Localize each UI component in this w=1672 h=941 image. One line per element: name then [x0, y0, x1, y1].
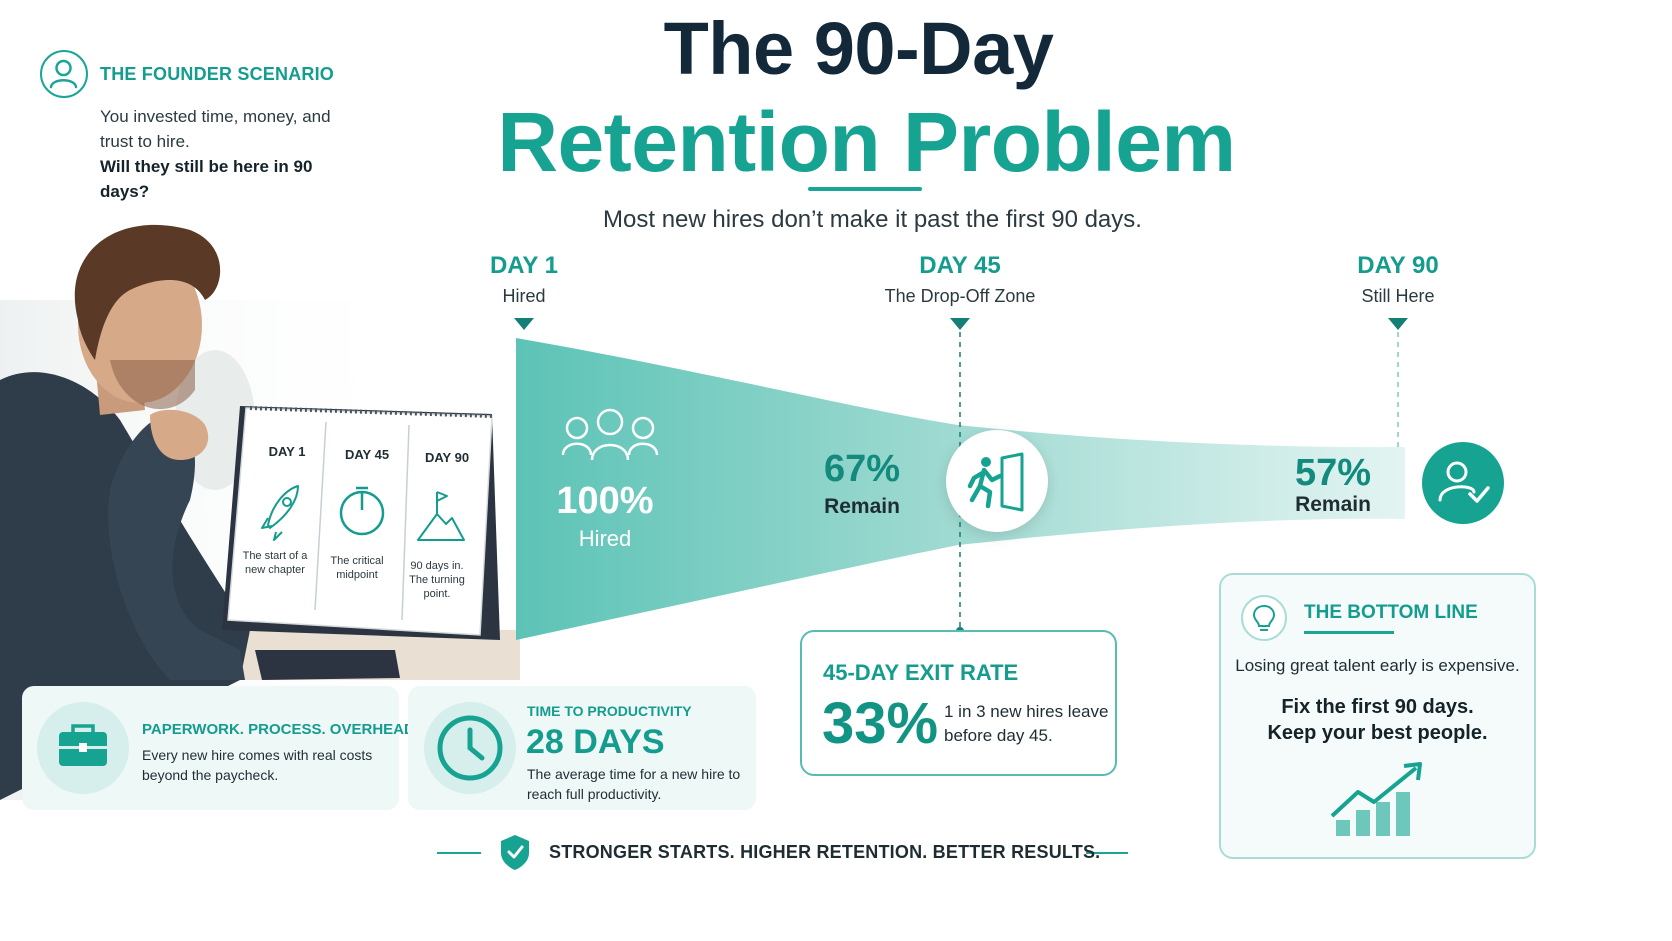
shield-check-icon — [501, 835, 529, 870]
marker-label: The Drop-Off Zone — [884, 286, 1036, 306]
calendar-day45-label: DAY 45 — [344, 447, 390, 462]
timeline-marker-day45: DAY 45 The Drop-Off Zone — [850, 252, 1070, 307]
funnel-end-value: 57% — [1294, 452, 1372, 494]
funnel-start-value: 100% — [556, 480, 654, 522]
exit-rate-value: 33% — [822, 691, 939, 756]
footer-tagline: STRONGER STARTS. HIGHER RETENTION. BETTE… — [549, 842, 1101, 862]
bottom-line-strong-2: Keep your best people. — [1267, 722, 1488, 744]
page-title-line2: Retention Problem — [497, 95, 1236, 189]
productivity-text: The average time for a new hire to reach… — [527, 766, 741, 802]
bottom-line-strong: Fix the first 90 days. Keep your best pe… — [1229, 694, 1526, 746]
marker-day: DAY 1 — [489, 252, 559, 279]
footer-line-right — [1086, 852, 1128, 854]
founder-scenario-question: Will they still be here in 90 days? — [100, 157, 313, 201]
briefcase-icon — [37, 702, 129, 794]
bottom-line-title: THE BOTTOM LINE — [1304, 602, 1478, 623]
marker-day: DAY 90 — [1357, 252, 1439, 279]
bottom-line-strong-1: Fix the first 90 days. — [1281, 696, 1474, 718]
timeline-marker-day90: DAY 90 Still Here — [1288, 252, 1508, 307]
marker-arrow-day1 — [514, 318, 534, 330]
funnel-end-label: Remain — [1295, 493, 1371, 516]
paperwork-title: PAPERWORK. PROCESS. OVERHEAD. — [142, 721, 419, 738]
user-check-icon — [1422, 442, 1504, 524]
stopwatch-icon — [339, 486, 385, 536]
page-title-line1: The 90-Day — [663, 7, 1054, 90]
page-subtitle: Most new hires don’t make it past the fi… — [603, 206, 1142, 233]
rocket-icon — [261, 485, 299, 541]
bottom-line-divider — [1304, 631, 1394, 634]
lightbulb-icon — [1241, 595, 1287, 641]
calendar-day1-text: The start of a new chapter — [242, 550, 308, 576]
exit-rate-text: 1 in 3 new hires leave before day 45. — [944, 702, 1109, 745]
founder-scenario-title: THE FOUNDER SCENARIO — [100, 64, 335, 84]
marker-day: DAY 45 — [919, 252, 1001, 279]
marker-arrow-day45 — [950, 318, 970, 330]
calendar-day45-text: The critical midpoint — [330, 555, 384, 581]
clock-icon — [424, 702, 516, 794]
calendar-day90-text: 90 days in. The turning point. — [409, 560, 465, 600]
funnel-mid-label: Remain — [824, 495, 900, 518]
marker-label: Still Here — [1361, 286, 1435, 306]
exit-door-icon — [946, 430, 1048, 532]
funnel-start-label: Hired — [578, 526, 632, 551]
title-divider — [808, 187, 922, 191]
calendar-day90-label: DAY 90 — [424, 450, 470, 465]
mountain-flag-icon — [417, 491, 465, 541]
footer-line-left — [437, 852, 481, 854]
calendar-day1-label: DAY 1 — [268, 444, 306, 459]
timeline-marker-day1: DAY 1 Hired — [414, 252, 634, 307]
group-people-icon — [561, 408, 659, 461]
paperwork-text: Every new hire comes with real costs bey… — [142, 747, 373, 783]
growth-chart-icon — [1330, 762, 1422, 836]
founder-user-icon — [40, 50, 88, 98]
marker-label: Hired — [502, 286, 546, 306]
exit-rate-title: 45-DAY EXIT RATE — [823, 660, 1019, 685]
founder-scenario-text: You invested time, money, and trust to h… — [100, 107, 331, 151]
marker-arrow-day90 — [1388, 318, 1408, 330]
productivity-title: TIME TO PRODUCTIVITY — [527, 703, 692, 719]
productivity-value: 28 DAYS — [526, 723, 665, 761]
bottom-line-text: Losing great talent early is expensive. — [1235, 656, 1520, 675]
funnel-mid-value: 67% — [823, 448, 901, 490]
exit-rate-card — [800, 630, 1117, 776]
